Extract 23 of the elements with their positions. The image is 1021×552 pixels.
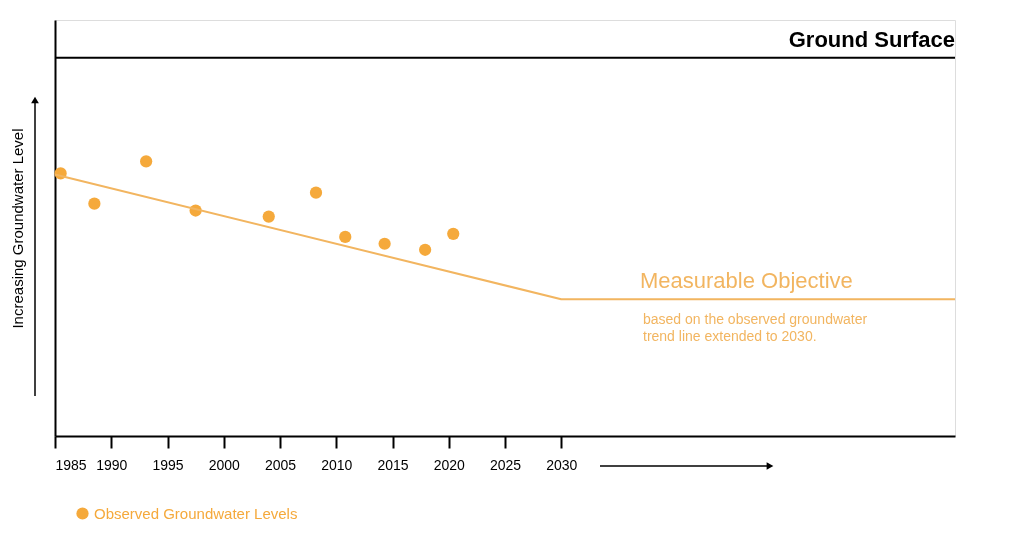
point bbox=[140, 155, 153, 168]
x-tick-label: 1995 bbox=[152, 456, 184, 473]
x-tick-label: 2015 bbox=[377, 456, 409, 473]
x-tick-label: 2000 bbox=[208, 456, 241, 473]
point bbox=[339, 230, 352, 243]
x-tick-label: 2020 bbox=[433, 456, 466, 473]
y-axis-title: Increasing Groundwater Level bbox=[8, 128, 26, 329]
x-tick-label: 2010 bbox=[321, 456, 353, 473]
point bbox=[309, 186, 323, 199]
point bbox=[88, 197, 101, 210]
annotation: Measurable Objective bbox=[640, 268, 853, 294]
legend-label: Observed Groundwater Levels bbox=[94, 504, 298, 522]
x-tick-label: 1990 bbox=[96, 456, 128, 473]
x-tick-label: 1985 bbox=[55, 456, 87, 473]
x-tick-label: 2005 bbox=[264, 456, 297, 473]
point bbox=[262, 210, 275, 223]
x-tick-label: 2030 bbox=[546, 456, 578, 473]
ref-line-label: Ground Surface bbox=[788, 26, 955, 52]
point bbox=[419, 243, 432, 256]
point bbox=[378, 237, 391, 250]
x-tick-label: 2025 bbox=[489, 456, 522, 473]
point bbox=[447, 227, 460, 240]
annotation: based on the observed groundwater trend line extended to 2030. bbox=[643, 311, 868, 345]
